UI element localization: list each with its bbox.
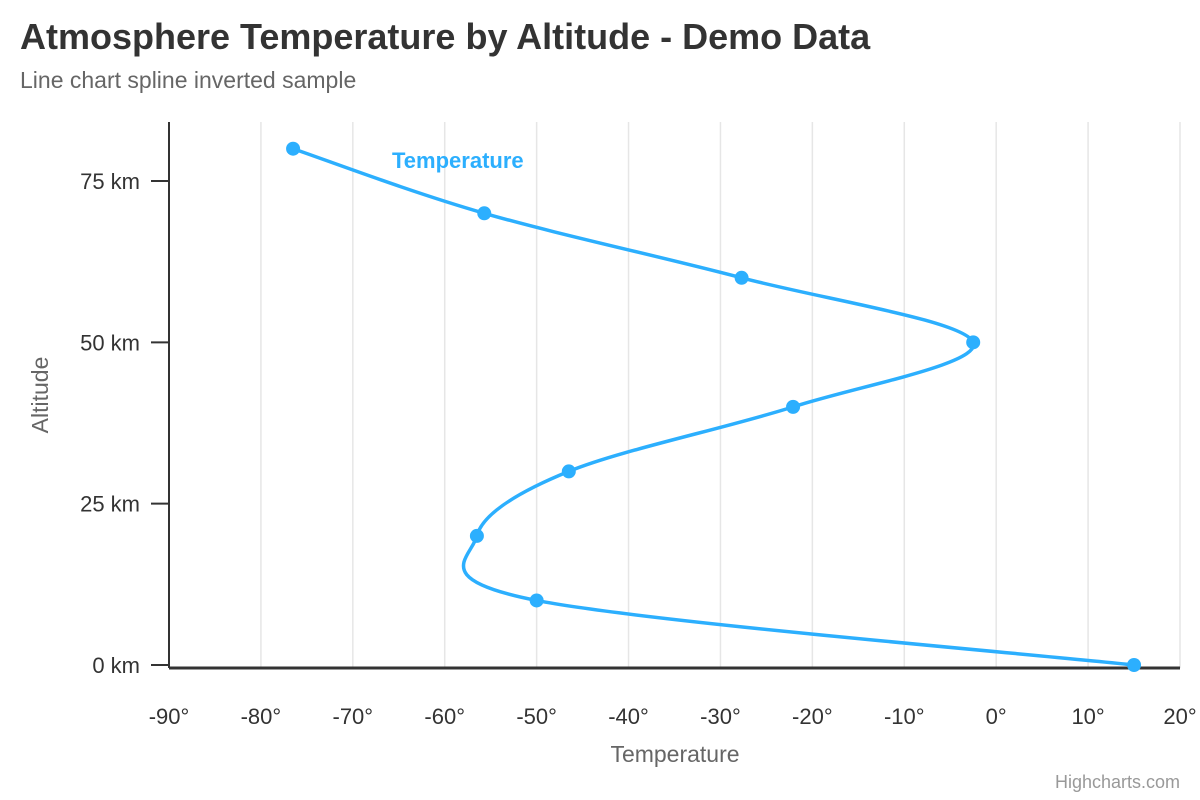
x-tick-label: -70° [333,704,374,729]
x-tick-label: -50° [516,704,557,729]
x-tick-label: 20° [1163,704,1196,729]
x-axis-tick-labels: -90° -80° -70° -60° -50° -40° -30° -20° -10° 0° 10… [149,704,1197,729]
series-temperature [286,141,1142,672]
x-axis-title: Temperature [610,741,739,767]
y-axis-tick-labels: 0 km 25 km 50 km 75 km [80,169,140,678]
x-tick-label: -40° [608,704,649,729]
data-point-marker [734,270,749,285]
y-tick-label: 75 km [80,169,140,194]
x-tick-label: 10° [1071,704,1104,729]
y-tick-label: 25 km [80,492,140,517]
x-tick-label: -60° [424,704,465,729]
y-axis-title: Altitude [27,357,53,434]
chart-title: Atmosphere Temperature by Altitude - Dem… [20,16,871,57]
data-point-marker [529,593,544,608]
x-tick-label: -10° [884,704,925,729]
y-tick-label: 0 km [92,653,140,678]
series-label-temperature: Temperature [392,148,524,173]
data-point-marker [786,399,801,414]
x-tick-label: 0° [986,704,1007,729]
data-point-marker [561,464,576,479]
series-line-temperature [291,146,1136,667]
data-point-marker [966,335,981,350]
data-point-marker [1127,658,1142,672]
x-tick-label: -30° [700,704,741,729]
data-point-marker [469,528,484,543]
data-point-marker [477,206,492,221]
x-tick-label: -90° [149,704,190,729]
chart-subtitle: Line chart spline inverted sample [20,67,357,93]
grid-lines [260,122,1181,668]
credits-link[interactable]: Highcharts.com [1054,772,1180,792]
x-tick-label: -20° [792,704,833,729]
x-tick-label: -80° [241,704,282,729]
axes [151,122,1180,670]
data-point-marker [286,141,301,156]
y-tick-label: 50 km [80,330,140,355]
